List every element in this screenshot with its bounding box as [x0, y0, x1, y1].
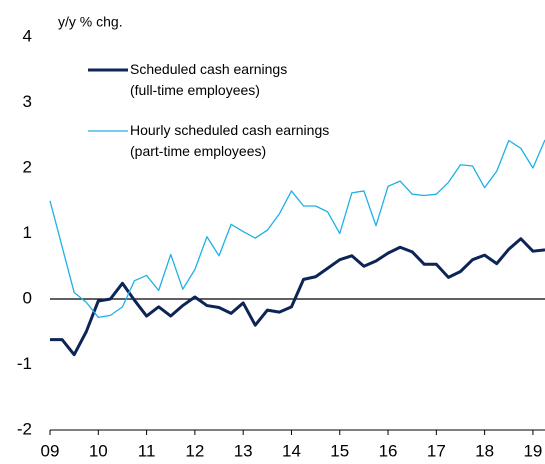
x-tick-label: 19	[523, 441, 542, 460]
legend-label-line: Scheduled cash earnings	[130, 61, 287, 77]
x-tick-label: 16	[379, 441, 398, 460]
x-tick-label: 09	[41, 441, 60, 460]
y-tick-label: 3	[23, 92, 32, 111]
legend-label-line: (part-time employees)	[130, 143, 266, 159]
x-tick-label: 18	[475, 441, 494, 460]
x-tick-label: 14	[282, 441, 301, 460]
legend-label-line: (full-time employees)	[130, 82, 260, 98]
series-line	[49, 139, 545, 318]
y-tick-label: 4	[23, 26, 32, 45]
legend-label: Hourly scheduled cash earnings (part-time…	[130, 122, 329, 159]
x-tick-label: 15	[330, 441, 349, 460]
y-tick-label: 1	[23, 223, 32, 242]
x-tick-label: 13	[234, 441, 253, 460]
y-tick-label: 2	[23, 157, 32, 176]
x-tick-label: 11	[138, 441, 156, 460]
x-tick-label: 12	[185, 441, 204, 460]
legend-label: Scheduled cash earnings (full-time employ…	[130, 61, 287, 98]
x-tick-label: 10	[89, 441, 108, 460]
x-tick-label: 17	[427, 441, 446, 460]
y-tick-label: -2	[17, 419, 32, 438]
series-line	[50, 237, 545, 357]
y-tick-label: -1	[17, 354, 32, 373]
y-tick-label: 0	[23, 288, 32, 307]
legend-label-line: Hourly scheduled cash earnings	[130, 122, 329, 138]
y-axis-label: y/y % chg.	[58, 14, 123, 30]
